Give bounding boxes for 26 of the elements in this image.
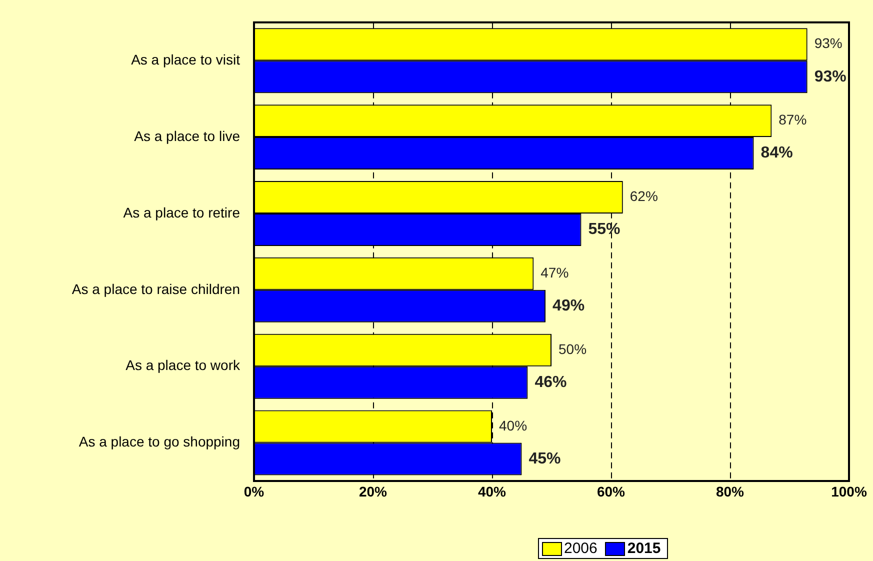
- x-tick-label: 60%: [596, 483, 626, 500]
- y-tick-label: As a place to retire: [123, 204, 240, 220]
- legend-label: 2006: [563, 540, 598, 557]
- data-label: 55%: [588, 221, 620, 238]
- data-label: 62%: [630, 188, 658, 204]
- x-tick-label: 40%: [478, 483, 507, 500]
- data-label: 45%: [528, 450, 561, 468]
- x-tick-label: 80%: [716, 483, 745, 500]
- data-label: 49%: [552, 298, 585, 315]
- data-label: 93%: [814, 68, 846, 86]
- y-tick-label: As a place to visit: [131, 51, 240, 68]
- y-tick-label: As a place to raise children: [72, 280, 240, 297]
- x-tick-label: 100%: [831, 483, 868, 500]
- y-tick-label: As a place to work: [126, 357, 241, 374]
- data-label: 47%: [540, 264, 569, 281]
- data-label: 40%: [499, 417, 528, 434]
- y-tick-label: As a place to go shopping: [78, 434, 240, 450]
- data-label: 50%: [558, 340, 587, 357]
- x-tick-label: 20%: [358, 483, 388, 500]
- x-tick-label: 0%: [244, 483, 265, 500]
- data-label: 46%: [534, 374, 567, 391]
- y-tick-label: As a place to live: [134, 128, 240, 144]
- data-label: 93%: [814, 35, 842, 52]
- data-label: 84%: [760, 144, 793, 162]
- legend-label: 2015: [626, 540, 661, 557]
- data-label: 87%: [778, 112, 807, 128]
